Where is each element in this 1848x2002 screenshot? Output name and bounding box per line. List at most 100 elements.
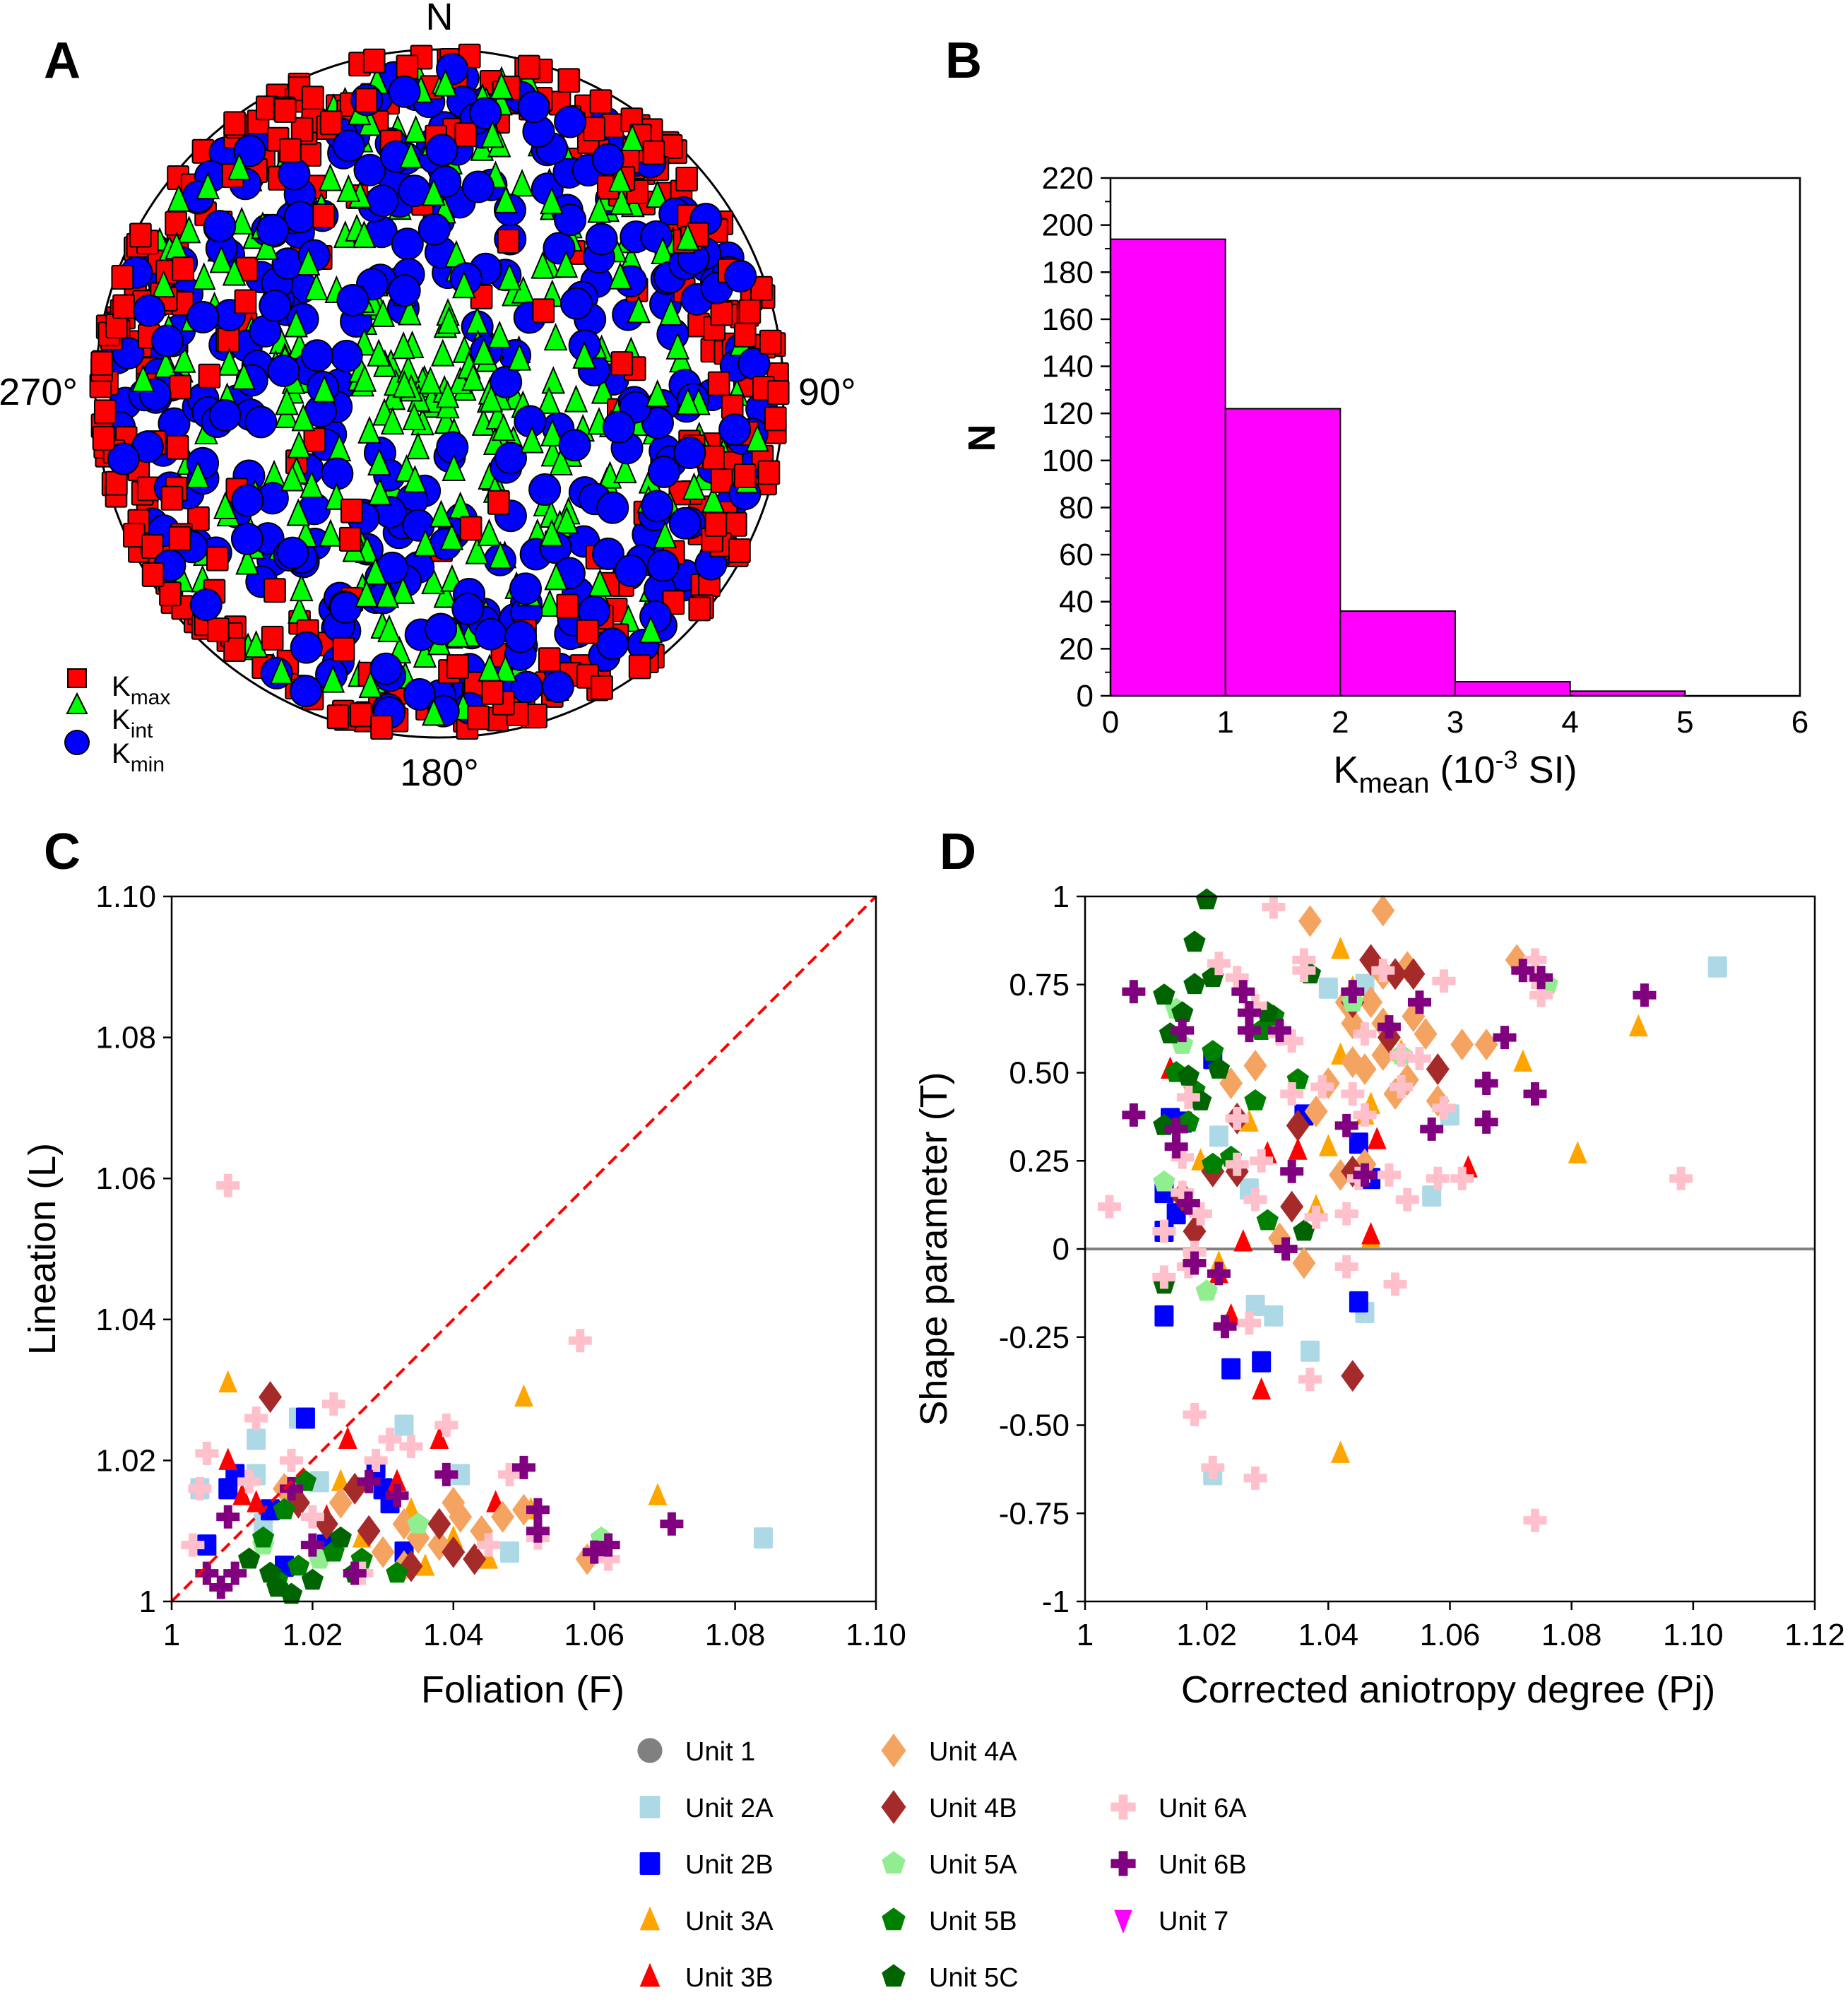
point-unit-5c xyxy=(1207,1058,1231,1079)
kint-point xyxy=(442,453,466,481)
point-unit-6a xyxy=(568,1329,592,1353)
point-unit-6b xyxy=(209,1575,233,1599)
histogram-y-tick-label: 120 xyxy=(1042,396,1094,431)
point-unit-4a xyxy=(1450,1029,1474,1061)
point-unit-3b xyxy=(1252,1377,1272,1400)
point-unit-6b xyxy=(1280,1159,1304,1183)
point-unit-3b xyxy=(1367,1127,1387,1149)
kmax-point xyxy=(198,363,221,389)
point-unit-6a xyxy=(1377,1163,1401,1187)
plot-d-x-ticks: 1 1.02 1.04 1.06 1.08 1.10 1.12 xyxy=(1077,1601,1845,1652)
kint-point xyxy=(353,364,377,392)
point-unit-6a xyxy=(1523,1508,1547,1532)
histogram-bar xyxy=(1110,238,1226,697)
kmin-point xyxy=(602,410,635,444)
kint-point xyxy=(371,299,396,327)
point-unit-6b xyxy=(1267,1019,1291,1043)
point-unit-2a xyxy=(1318,977,1338,999)
point-unit-3a xyxy=(415,1553,435,1576)
compass-east-label: 90° xyxy=(798,371,856,413)
x-tick-label: 1.04 xyxy=(423,1618,484,1652)
kint-point xyxy=(645,379,670,408)
point-unit-2a xyxy=(1422,1185,1442,1207)
kint-point xyxy=(392,370,417,398)
point-unit-6a xyxy=(300,1505,324,1529)
kint-point xyxy=(437,306,461,334)
kmin-point xyxy=(230,522,263,555)
kint-point xyxy=(490,71,514,100)
kmin-point xyxy=(596,491,629,524)
point-unit-6a xyxy=(1407,1047,1431,1071)
kint-point xyxy=(507,343,532,371)
point-unit-4b xyxy=(1383,958,1407,990)
point-unit-5a xyxy=(407,1512,430,1534)
histogram-x-ticks: 0 1 2 3 4 5 6 xyxy=(1102,705,1808,740)
legend-label: Unit 5C xyxy=(929,1963,1019,1993)
plot-c-x-axis-title: Foliation (F) xyxy=(421,1669,624,1711)
kmax-point xyxy=(206,546,229,571)
point-unit-5c xyxy=(259,1561,282,1583)
kmin-point xyxy=(585,223,618,256)
legend-label: Unit 2B xyxy=(685,1850,774,1880)
kint-point xyxy=(461,362,485,391)
point-unit-6b xyxy=(1164,1135,1188,1159)
point-unit-4a xyxy=(1292,1247,1316,1279)
x-tick-label: 1 xyxy=(163,1618,180,1652)
kmin-point xyxy=(528,473,562,507)
plot-d-y-ticks: 1 0.75 0.50 0.25 0 -0.25 -0.50 -0.75 -1 xyxy=(999,879,1085,1619)
kint-point xyxy=(540,519,564,547)
kmax-point xyxy=(223,111,246,136)
compass-south-label: 180° xyxy=(400,752,479,794)
kint-point xyxy=(396,355,420,383)
kint-point xyxy=(357,415,381,444)
legend-label: Unit 6B xyxy=(1159,1850,1247,1880)
point-unit-5c xyxy=(1183,973,1206,995)
kint-point xyxy=(405,432,430,460)
kint-point xyxy=(543,322,568,351)
kmax-point xyxy=(263,578,286,603)
kint-point xyxy=(319,519,343,547)
point-unit-6a xyxy=(1341,1082,1365,1106)
kmax-point xyxy=(757,460,781,485)
point-unit-6a xyxy=(1225,1152,1249,1176)
legend-unit-2a-icon xyxy=(639,1796,661,1818)
x-tick-label: 1.02 xyxy=(1176,1618,1237,1652)
kint-point xyxy=(421,566,445,595)
kmax-point xyxy=(217,327,240,353)
kmax-point xyxy=(764,406,787,432)
stereonet-panel: N 90° 180° 270° Kmax Kint Kmin xyxy=(0,0,856,794)
kmin-point xyxy=(402,509,435,542)
kmax-point xyxy=(576,619,599,644)
kmax-point xyxy=(90,350,114,376)
kmax-point xyxy=(105,470,128,496)
kint-point xyxy=(422,698,446,726)
kmax-point xyxy=(234,289,257,314)
point-unit-6b xyxy=(1274,1237,1298,1261)
point-unit-6a xyxy=(1669,1166,1693,1190)
point-unit-4a xyxy=(371,1536,395,1568)
point-unit-6a xyxy=(1176,1085,1200,1109)
point-unit-4b xyxy=(259,1381,283,1414)
kmin-point xyxy=(403,677,436,711)
kmin-point xyxy=(718,413,752,446)
kmax-point xyxy=(628,654,651,680)
kint-point xyxy=(591,376,615,404)
kmax-point xyxy=(160,485,184,511)
kmax-point xyxy=(591,675,613,700)
kmin-point xyxy=(208,398,242,432)
kmin-point xyxy=(336,283,369,316)
kmax-point xyxy=(111,265,134,290)
point-unit-2a xyxy=(247,1428,266,1450)
kmax-point xyxy=(319,110,343,136)
point-unit-3b xyxy=(232,1483,252,1505)
kmax-point xyxy=(733,322,757,348)
point-unit-4a xyxy=(1304,1095,1328,1127)
point-unit-6a xyxy=(1237,1311,1261,1335)
kmin-point xyxy=(259,289,292,322)
kint-point xyxy=(377,614,401,643)
kint-point xyxy=(653,520,677,549)
point-unit-4a xyxy=(1414,1018,1438,1050)
point-unit-6b xyxy=(1407,990,1431,1014)
point-unit-6b xyxy=(434,1462,458,1486)
point-unit-6b xyxy=(1523,1082,1547,1106)
